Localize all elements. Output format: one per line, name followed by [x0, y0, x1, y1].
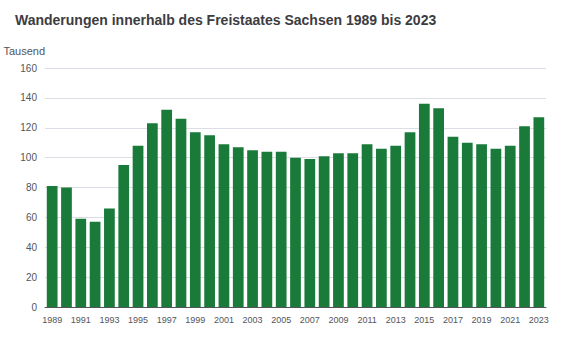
svg-text:1993: 1993	[99, 315, 119, 325]
svg-text:2003: 2003	[243, 315, 263, 325]
svg-text:1997: 1997	[157, 315, 177, 325]
svg-text:60: 60	[26, 212, 38, 223]
svg-text:2019: 2019	[472, 315, 492, 325]
svg-text:2005: 2005	[271, 315, 291, 325]
svg-text:160: 160	[20, 63, 37, 74]
svg-text:2013: 2013	[386, 315, 406, 325]
svg-text:140: 140	[20, 92, 37, 103]
svg-text:2007: 2007	[300, 315, 320, 325]
svg-text:Tausend: Tausend	[3, 45, 45, 57]
svg-text:20: 20	[26, 272, 38, 283]
svg-text:80: 80	[26, 182, 38, 193]
svg-text:100: 100	[20, 152, 37, 163]
svg-text:2017: 2017	[443, 315, 463, 325]
svg-text:2021: 2021	[500, 315, 520, 325]
svg-text:1999: 1999	[185, 315, 205, 325]
svg-text:120: 120	[20, 122, 37, 133]
svg-text:2015: 2015	[414, 315, 434, 325]
svg-text:1989: 1989	[42, 315, 62, 325]
svg-text:2009: 2009	[328, 315, 348, 325]
svg-text:0: 0	[31, 302, 37, 313]
svg-text:Wanderungen innerhalb des Frei: Wanderungen innerhalb des Freistaates Sa…	[15, 12, 436, 28]
svg-text:1991: 1991	[71, 315, 91, 325]
svg-text:2011: 2011	[357, 315, 376, 325]
svg-text:2023: 2023	[529, 315, 549, 325]
svg-text:40: 40	[26, 242, 38, 253]
svg-text:1995: 1995	[128, 315, 148, 325]
svg-text:2001: 2001	[214, 315, 234, 325]
